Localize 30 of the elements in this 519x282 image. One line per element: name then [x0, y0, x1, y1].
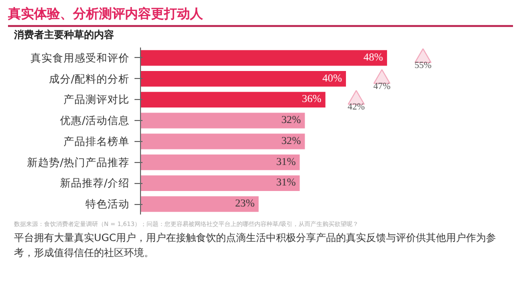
bar	[140, 154, 300, 170]
y-tick-label: 真实食用感受和评价	[30, 51, 130, 64]
data-label: 32%	[281, 136, 301, 147]
bar	[140, 70, 346, 86]
bar	[140, 133, 305, 150]
data-label: 23%	[235, 198, 255, 210]
y-tick-label: 产品排名榜单	[64, 134, 130, 148]
data-label: 36%	[302, 94, 322, 106]
chart-subtitle: 消费者主要种草的内容	[14, 28, 114, 43]
data-label: 31%	[276, 178, 296, 189]
y-tick-label: 新趋势/热门产品推荐	[26, 156, 130, 169]
data-label: 32%	[281, 114, 301, 126]
y-tick-label: 产品测评对比	[64, 93, 130, 106]
data-label: 31%	[276, 156, 296, 168]
bar	[140, 112, 305, 128]
bar	[140, 175, 300, 191]
data-label: 40%	[322, 73, 342, 84]
y-tick-label: 成分/配料的分析	[48, 72, 130, 86]
bar	[140, 92, 326, 108]
data-label: 42%	[348, 102, 366, 113]
data-label: 47%	[373, 82, 391, 92]
y-tick-label: 特色活动	[86, 197, 130, 210]
data-label: 55%	[414, 60, 432, 71]
text: 平台拥有大量真实UGC用户，用户在接触食饮的点滴生活中积极分享产品的真实反馈与评价供其他用户作为参考，形成值得信任的社区环境。	[14, 232, 498, 261]
bar	[140, 50, 388, 66]
y-tick-label: 新品推荐/介绍	[60, 176, 130, 190]
data-label: 48%	[364, 52, 384, 64]
chart-title: 真实体验、分析测评内容更打动人	[8, 6, 203, 24]
y-tick-label: 优惠/活动信息	[60, 114, 130, 127]
bar	[140, 196, 259, 212]
